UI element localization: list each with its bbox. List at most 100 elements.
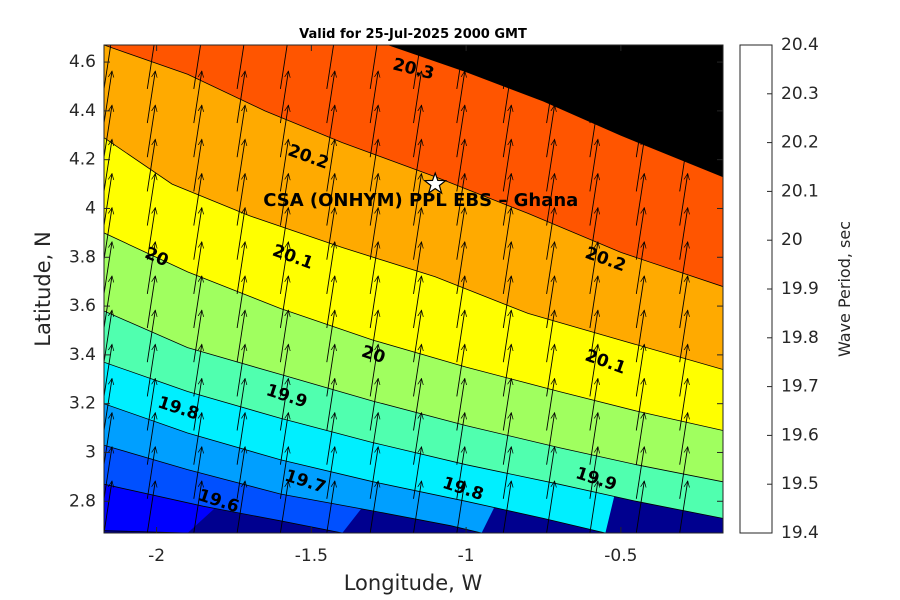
direction-arrow [279,413,288,465]
direction-arrow [502,276,511,329]
colorbar-tick-label: 19.6 [781,425,819,445]
y-tick-label: 4.2 [69,150,96,170]
direction-arrow [146,379,155,431]
direction-arrow [279,481,288,533]
x-axis-label: Longitude, W [344,571,483,595]
direction-arrow [279,379,288,431]
direction-arrow [193,208,202,260]
direction-arrow [679,45,687,89]
direction-arrow [326,242,335,294]
direction-arrow [236,481,245,533]
direction-arrow [413,413,422,465]
direction-arrow [456,208,465,260]
direction-arrow [369,481,378,533]
direction-arrow [326,208,335,260]
colorbar-tick-label: 19.9 [781,279,819,299]
direction-arrow [635,276,644,329]
direction-arrow [236,105,245,158]
direction-arrow [279,71,288,124]
contour-line-20.3 [388,45,723,178]
direction-arrow [369,242,378,294]
direction-arrow [546,139,555,192]
colorbar-tick-label: 20 [781,230,803,250]
direction-arrow [589,310,598,363]
direction-arrow [589,105,598,158]
direction-arrow [546,413,555,465]
direction-arrow [236,208,245,260]
direction-arrow [413,45,421,89]
direction-arrow [546,447,555,499]
site-annotation: CSA (ONHYM) PPL EBS – Ghana [263,171,578,211]
contour-line-19.8 [104,361,723,519]
direction-arrow [279,447,288,499]
direction-arrow [589,276,598,329]
direction-arrow [635,413,644,465]
direction-arrow [413,174,422,226]
direction-arrow [193,139,202,192]
direction-arrow [236,379,245,431]
direction-arrow [326,310,335,363]
direction-arrow [193,379,202,431]
direction-arrow [413,310,422,363]
contour-fills [104,45,723,533]
direction-arrow [369,174,378,226]
y-tick-label: 3.4 [69,345,96,365]
direction-arrow [635,45,644,89]
direction-arrow [193,174,202,226]
direction-arrow [589,447,598,499]
direction-arrow [679,174,688,226]
direction-arrow [635,310,644,363]
y-tick-label: 3.2 [69,394,96,414]
y-tick-label: 3.6 [69,296,96,316]
direction-arrow [369,208,378,260]
direction-arrow [502,447,511,499]
direction-arrow [146,139,155,192]
direction-arrow [193,310,202,363]
direction-arrow [326,174,335,226]
direction-arrow [369,71,378,124]
direction-arrow [589,174,598,226]
direction-arrow [502,45,511,89]
x-axis-ticks: -2 -1.5 -1 -0.5 [148,45,637,566]
direction-arrow [546,71,555,124]
direction-arrow [502,242,511,294]
direction-arrow [193,242,202,294]
direction-arrow [236,344,245,397]
direction-arrow [589,71,598,124]
direction-arrow [413,276,422,329]
y-tick-label: 4 [85,198,96,218]
colorbar-tick-label: 20.2 [781,133,819,153]
colorbar-label: Wave Period, sec [835,221,854,357]
direction-arrow [589,242,598,294]
direction-arrow [502,481,511,533]
colorbar-tick-label: 19.7 [781,377,819,397]
direction-arrow [193,71,202,124]
direction-arrow [456,276,465,329]
y-axis-label: Latitude, N [31,231,55,347]
direction-arrow [456,310,465,363]
direction-arrow [456,242,465,294]
direction-arrow [236,45,245,89]
direction-arrow [679,379,688,431]
direction-arrow [146,276,155,329]
direction-arrow [589,45,598,89]
direction-arrow [236,139,245,192]
direction-arrow [502,71,511,124]
direction-arrow [456,105,465,158]
colorbar: 19.4 19.5 19.6 19.7 19.8 19.9 20 20.1 20.2 20.3 20… [739,35,819,543]
y-tick-label: 4.6 [69,52,96,72]
direction-arrow [456,139,465,192]
chart-title: Valid for 25-Jul-2025 2000 GMT [299,27,527,42]
direction-arrow [146,45,155,89]
direction-arrow [502,105,511,158]
direction-arrow [413,242,422,294]
direction-arrow [546,276,555,329]
direction-arrow [502,208,511,260]
direction-arrow [679,139,688,192]
direction-arrow [546,174,555,226]
direction-arrow [326,344,335,397]
direction-arrow [326,379,335,431]
direction-arrow [146,71,155,124]
direction-arrow [279,174,288,226]
direction-arrow [635,481,644,533]
